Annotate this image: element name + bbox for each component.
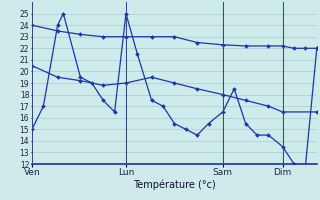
X-axis label: Température (°c): Température (°c) bbox=[133, 180, 216, 190]
